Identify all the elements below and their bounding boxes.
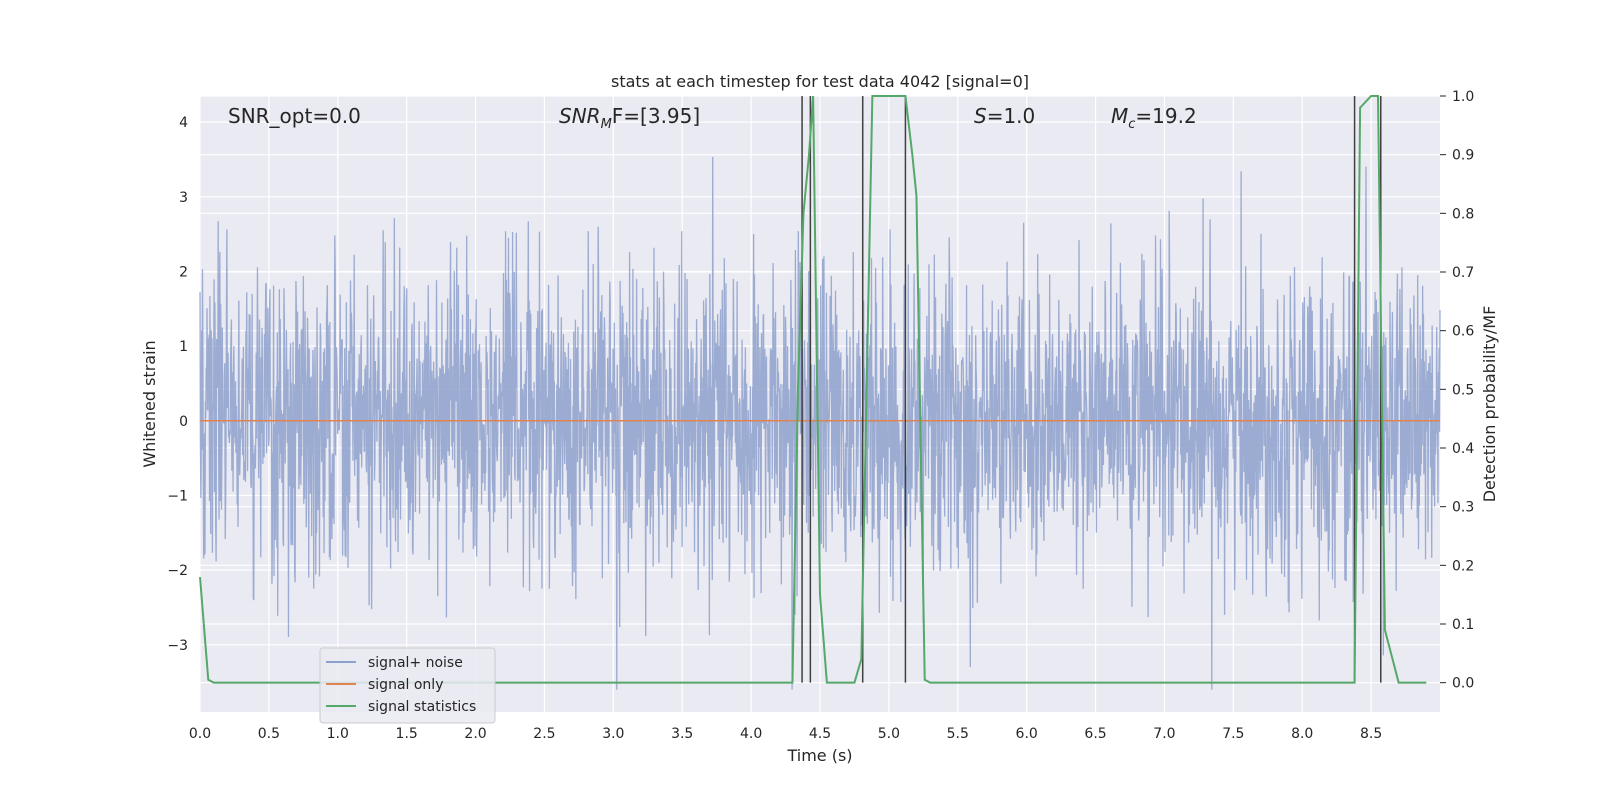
vertical-markers [801, 96, 1382, 683]
legend-label-signal: signal only [368, 677, 443, 693]
legend-label-statistics: signal statistics [368, 699, 476, 715]
x-tick-label: 2.0 [464, 726, 486, 742]
x-tick-label: 2.5 [533, 726, 555, 742]
x-axis-title: Time (s) [786, 746, 852, 765]
x-tick-label: 8.0 [1291, 726, 1313, 742]
y-left-axis-ticks: −3 −2 −1 0 1 2 3 4 [167, 115, 188, 654]
s-symbol: S [974, 104, 987, 128]
y-right-tick-label: 0.4 [1452, 441, 1474, 457]
x-tick-label: 6.5 [1084, 726, 1106, 742]
y-left-tick-label: 4 [179, 115, 188, 131]
mc-symbol: M [1111, 104, 1128, 128]
y-right-tick-label: 0.9 [1452, 148, 1474, 164]
x-tick-label: 0.5 [258, 726, 280, 742]
x-tick-label: 3.0 [602, 726, 624, 742]
x-axis-ticks: 0.0 0.5 1.0 1.5 2.0 2.5 3.0 3.5 4.0 4.5 5.0 5.5 6.0 6… [189, 726, 1382, 742]
x-tick-label: 5.5 [947, 726, 969, 742]
snr-mf-symbol: SNR [559, 104, 601, 128]
y-left-tick-label: −2 [167, 563, 188, 579]
y-right-tick-label: 0.6 [1452, 324, 1474, 340]
x-tick-label: 7.0 [1153, 726, 1175, 742]
y-left-tick-label: 3 [179, 190, 188, 206]
y-right-tick-label: 0.2 [1452, 558, 1474, 574]
signal-statistics-path [199, 95, 1427, 684]
y-right-axis-title: Detection probability/MF [1480, 306, 1499, 503]
snr-opt-annotation: SNR_opt=0.0 [228, 104, 361, 128]
legend-box [319, 647, 496, 724]
x-tick-label: 6.0 [1016, 726, 1038, 742]
legend: signal+ noise signal only signal statist… [319, 647, 496, 724]
y-left-tick-label: 1 [179, 339, 188, 355]
snr-mf-subscript: M [601, 117, 612, 132]
y-left-tick-label: −3 [167, 638, 188, 654]
y-right-tick-label: 0.1 [1452, 617, 1474, 633]
y-right-tick-label: 0.8 [1452, 206, 1474, 222]
y-right-tick-label: 0.5 [1452, 382, 1474, 398]
y-left-tick-label: 0 [179, 414, 188, 430]
chart-title: stats at each timestep for test data 404… [611, 72, 1029, 91]
x-tick-label: 5.0 [878, 726, 900, 742]
mc-value: =19.2 [1135, 104, 1196, 128]
x-tick-label: 8.5 [1360, 726, 1382, 742]
y-left-tick-label: 2 [179, 264, 188, 280]
snr-mf-annotation: SNRMF=[3.95] [559, 104, 700, 132]
x-tick-label: 4.5 [809, 726, 831, 742]
y-right-tick-label: 0.3 [1452, 500, 1474, 516]
x-tick-label: 1.0 [327, 726, 349, 742]
x-tick-label: 4.0 [740, 726, 762, 742]
y-right-axis-ticks: 0.0 0.1 0.2 0.3 0.4 0.5 0.6 0.7 0.8 0.9 1.0 [1440, 89, 1474, 692]
x-tick-label: 0.0 [189, 726, 211, 742]
legend-label-noise: signal+ noise [368, 655, 463, 671]
mc-subscript: c [1128, 117, 1135, 132]
mc-annotation: Mc=19.2 [1111, 104, 1197, 132]
signal-statistics-line [199, 95, 1427, 684]
x-tick-label: 7.5 [1222, 726, 1244, 742]
y-right-tick-label: 0.0 [1452, 676, 1474, 692]
y-right-tick-label: 1.0 [1452, 89, 1474, 105]
snr-mf-value: F=[3.95] [612, 104, 700, 128]
s-annotation: S=1.0 [974, 104, 1035, 128]
y-right-tick-label: 0.7 [1452, 265, 1474, 281]
s-value: =1.0 [987, 104, 1036, 128]
y-left-tick-label: −1 [167, 488, 188, 504]
x-tick-label: 1.5 [396, 726, 418, 742]
x-tick-label: 3.5 [671, 726, 693, 742]
y-left-axis-title: Whitened strain [140, 340, 159, 467]
